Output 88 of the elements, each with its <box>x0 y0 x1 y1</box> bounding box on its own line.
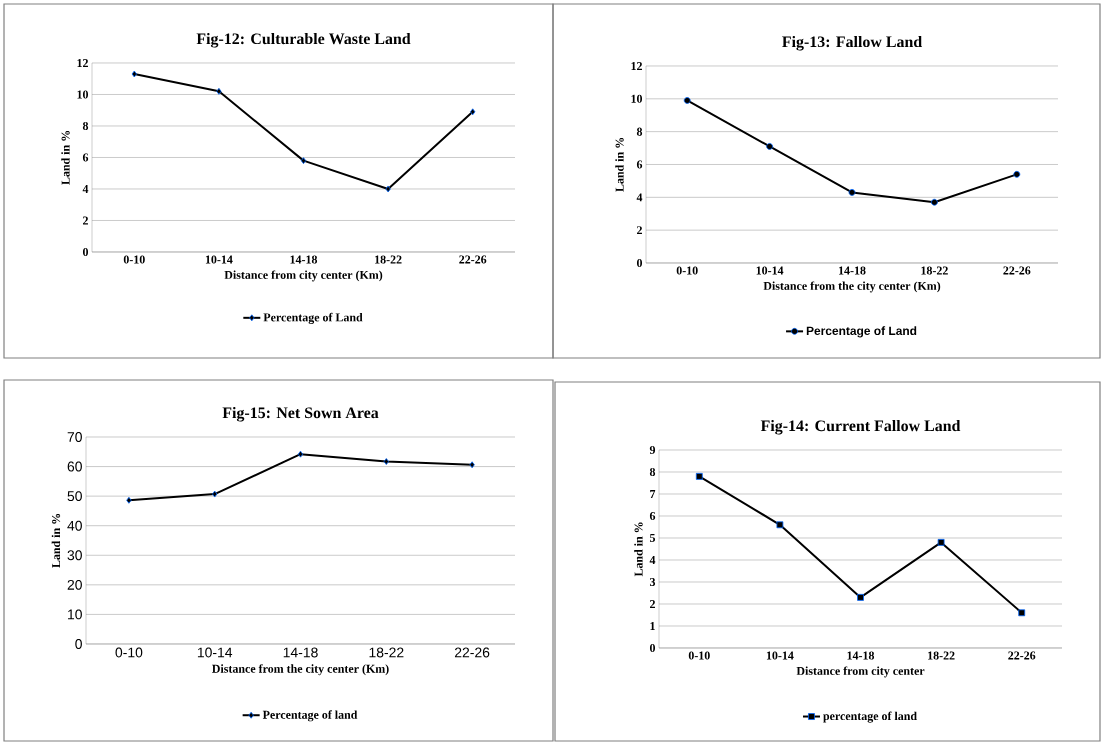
point <box>937 538 945 546</box>
x-axis-title: Distance from the city center (Km) <box>763 281 941 293</box>
y-tick-label: 4 <box>649 556 656 564</box>
y-tick-label: 40 <box>67 520 82 531</box>
point <box>126 496 132 504</box>
y-tick-label: 70 <box>67 432 82 442</box>
y-tick-label: 0 <box>75 639 82 649</box>
point <box>1018 609 1026 617</box>
y-tick-label: 20 <box>67 579 82 590</box>
x-tick-label: 14-18 <box>839 266 866 275</box>
point <box>931 198 938 206</box>
y-axis-title: Land in % <box>615 138 624 192</box>
y-tick-label: 10 <box>631 94 643 103</box>
y-tick-label: 3 <box>649 577 656 586</box>
point <box>216 87 222 95</box>
y-tick-label: 12 <box>77 59 88 67</box>
legend-label: Percentage of Land <box>263 312 363 324</box>
y-tick-label: 2 <box>83 216 88 225</box>
x-tick-label: 18-22 <box>921 266 948 275</box>
y-axis-title: Land in % <box>634 522 643 577</box>
chart-title: Fig-12: Culturable Waste Land <box>196 32 411 48</box>
point <box>848 188 856 196</box>
x-axis-title: Distance from city center (Km) <box>224 270 383 282</box>
x-tick-label: 18-22 <box>928 651 955 660</box>
y-tick-label: 4 <box>636 193 643 202</box>
x-tick-label: 10-14 <box>205 255 233 264</box>
chart-title: Fig-14: Current Fallow Land <box>760 419 961 435</box>
x-tick-label: 18-22 <box>375 255 402 264</box>
x-tick-label: 14-18 <box>283 647 318 658</box>
chart-title: Fig-15: Net Sown Area <box>222 406 379 422</box>
point <box>695 472 703 480</box>
point <box>776 521 784 529</box>
y-tick-label: 2 <box>637 226 642 235</box>
legend-label: Percentage of land <box>262 710 358 722</box>
y-tick-label: 8 <box>82 121 89 131</box>
y-tick-label: 5 <box>650 534 656 542</box>
y-tick-label: 2 <box>650 600 655 608</box>
y-tick-label: 60 <box>67 461 82 472</box>
point <box>385 185 391 193</box>
y-tick-label: 0 <box>82 247 89 257</box>
y-tick-label: 6 <box>649 511 656 520</box>
x-tick-label: 10-14 <box>197 647 233 658</box>
x-tick-label: 14-18 <box>847 651 875 660</box>
y-tick-label: 0 <box>649 643 656 653</box>
point <box>470 108 476 116</box>
x-tick-label: 10-14 <box>756 266 784 275</box>
point <box>1013 170 1021 178</box>
point <box>297 450 304 458</box>
x-tick-label: 14-18 <box>290 255 318 264</box>
x-tick-label: 10-14 <box>766 651 794 660</box>
point <box>300 157 307 165</box>
y-axis-title: Land in % <box>51 514 61 568</box>
x-tick-label: 22-26 <box>1003 266 1031 275</box>
x-tick-label: 22-26 <box>454 647 490 658</box>
point <box>383 458 389 465</box>
x-axis-title: Distance from city center <box>796 666 925 678</box>
y-tick-label: 6 <box>82 153 89 162</box>
point <box>766 143 774 150</box>
x-tick-label: 0-10 <box>676 266 698 275</box>
y-tick-label: 0 <box>636 258 643 268</box>
y-tick-label: 9 <box>649 445 656 455</box>
y-tick-label: 50 <box>67 491 82 502</box>
point <box>469 461 475 469</box>
point <box>683 97 691 104</box>
y-tick-label: 8 <box>636 127 643 136</box>
legend-label: Percentage of Land <box>806 326 917 338</box>
chart-title: Fig-13: Fallow Land <box>782 35 923 51</box>
y-tick-label: 10 <box>77 90 89 99</box>
y-tick-label: 1 <box>650 622 655 630</box>
point <box>212 490 218 498</box>
x-tick-label: 0-10 <box>688 651 710 660</box>
y-tick-label: 6 <box>636 160 643 169</box>
x-tick-label: 0-10 <box>115 647 143 658</box>
y-tick-label: 12 <box>631 62 642 70</box>
y-tick-label: 7 <box>650 490 656 498</box>
y-axis-title: Land in % <box>61 131 70 185</box>
x-tick-label: 22-26 <box>1008 651 1036 660</box>
y-tick-label: 30 <box>67 550 82 561</box>
y-tick-label: 10 <box>68 609 82 620</box>
x-tick-label: 0-10 <box>123 255 145 264</box>
x-tick-label: 18-22 <box>369 647 404 658</box>
point <box>857 593 864 601</box>
y-tick-label: 8 <box>649 467 656 477</box>
legend-label: percentage of land <box>823 711 917 723</box>
y-tick-label: 4 <box>82 185 89 193</box>
x-axis-title: Distance from the city center (Km) <box>212 664 389 676</box>
x-tick-label: 22-26 <box>459 255 487 264</box>
point <box>131 70 137 78</box>
